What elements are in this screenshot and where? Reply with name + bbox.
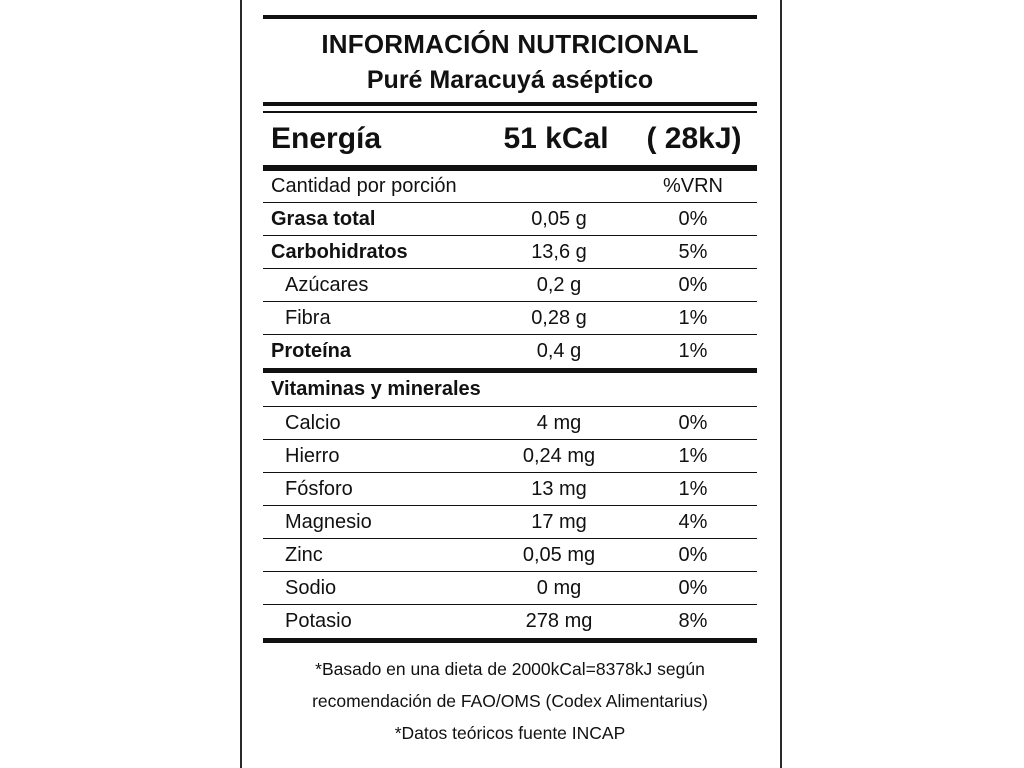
vitamins-header: Vitaminas y minerales	[271, 378, 481, 400]
mineral-name: Fósforo	[285, 477, 353, 500]
thick-rule	[263, 165, 757, 171]
mineral-qty: 0,24 mg	[522, 444, 596, 467]
nutrient-qty: 0,2 g	[536, 273, 582, 296]
table-row: Magnesio 17 mg 4%	[263, 506, 757, 539]
footnote-line: recomendación de FAO/OMS (Codex Alimenta…	[312, 691, 708, 711]
serving-label: Cantidad por porción	[271, 175, 457, 197]
mineral-vrn: 0%	[678, 411, 708, 434]
table-row: Sodio 0 mg 0%	[263, 572, 757, 605]
mineral-qty: 4 mg	[536, 411, 582, 434]
mineral-name: Potasio	[285, 610, 352, 632]
table-row: Calcio 4 mg 0%	[263, 407, 757, 440]
nutrient-name: Grasa total	[271, 207, 376, 230]
product-name: Puré Maracuyá aséptico	[366, 66, 654, 94]
mineral-name: Zinc	[285, 543, 323, 566]
nutrient-qty: 0,28 g	[531, 306, 587, 329]
mineral-qty: 0 mg	[536, 576, 582, 599]
table-row: Fibra 0,28 g 1%	[263, 302, 757, 335]
vrn-header: %VRN	[662, 175, 723, 197]
footnote-line: *Datos teóricos fuente INCAP	[394, 723, 626, 743]
table-row: Potasio 278 mg 8%	[263, 605, 757, 638]
label-title: INFORMACIÓN NUTRICIONAL	[321, 29, 699, 59]
nutrient-name: Azúcares	[285, 273, 369, 296]
nutrient-qty: 13,6 g	[531, 240, 587, 263]
nutrient-name: Carbohidratos	[271, 240, 408, 263]
nutrient-name: Proteína	[271, 340, 352, 362]
top-rule	[263, 15, 757, 19]
mineral-name: Magnesio	[285, 510, 372, 533]
energy-kcal: 51 kCal	[503, 122, 609, 155]
footnotes: *Basado en una dieta de 2000kCal=8378kJ …	[263, 643, 757, 749]
table-row: Proteína 0,4 g 1%	[263, 335, 757, 368]
energy-kj: ( 28kJ)	[646, 122, 742, 155]
vitamins-header-row: Vitaminas y minerales	[263, 373, 757, 407]
mineral-qty: 17 mg	[531, 510, 587, 533]
table-row: Carbohidratos 13,6 g 5%	[263, 236, 757, 269]
mineral-name: Calcio	[285, 411, 341, 434]
table-row: Zinc 0,05 mg 0%	[263, 539, 757, 572]
nutrient-vrn: 0%	[678, 273, 708, 296]
nutrient-qty: 0,4 g	[536, 340, 582, 362]
energy-label: Energía	[271, 122, 382, 155]
table-row: Hierro 0,24 mg 1%	[263, 440, 757, 473]
mineral-name: Hierro	[285, 444, 340, 467]
mineral-vrn: 0%	[678, 543, 708, 566]
mineral-name: Sodio	[285, 576, 337, 599]
nutrition-facts-label: INFORMACIÓN NUTRICIONAL Puré Maracuyá as…	[263, 15, 757, 749]
mineral-vrn: 1%	[678, 477, 708, 500]
mineral-qty: 0,05 mg	[522, 543, 596, 566]
footnote-line: *Basado en una dieta de 2000kCal=8378kJ …	[315, 659, 705, 679]
mineral-vrn: 8%	[678, 610, 708, 632]
serving-header-row: Cantidad por porción %VRN	[263, 171, 757, 203]
bottom-rule	[263, 638, 757, 643]
table-row: Fósforo 13 mg 1%	[263, 473, 757, 506]
energy-row: Energía 51 kCal ( 28kJ)	[263, 113, 757, 165]
mineral-vrn: 4%	[678, 510, 708, 533]
mineral-vrn: 0%	[678, 576, 708, 599]
double-rule-lower	[263, 111, 757, 113]
double-rule-upper	[263, 102, 757, 106]
nutrient-vrn: 5%	[678, 240, 708, 263]
nutrient-vrn: 0%	[678, 207, 708, 230]
mineral-qty: 278 mg	[525, 610, 593, 632]
table-row: Azúcares 0,2 g 0%	[263, 269, 757, 302]
mineral-vrn: 1%	[678, 444, 708, 467]
nutrient-qty: 0,05 g	[531, 207, 587, 230]
nutrient-vrn: 1%	[678, 340, 708, 362]
nutrient-vrn: 1%	[678, 306, 708, 329]
mineral-qty: 13 mg	[531, 477, 587, 500]
section-rule	[263, 368, 757, 373]
nutrient-name: Fibra	[285, 306, 331, 329]
table-row: Grasa total 0,05 g 0%	[263, 203, 757, 236]
